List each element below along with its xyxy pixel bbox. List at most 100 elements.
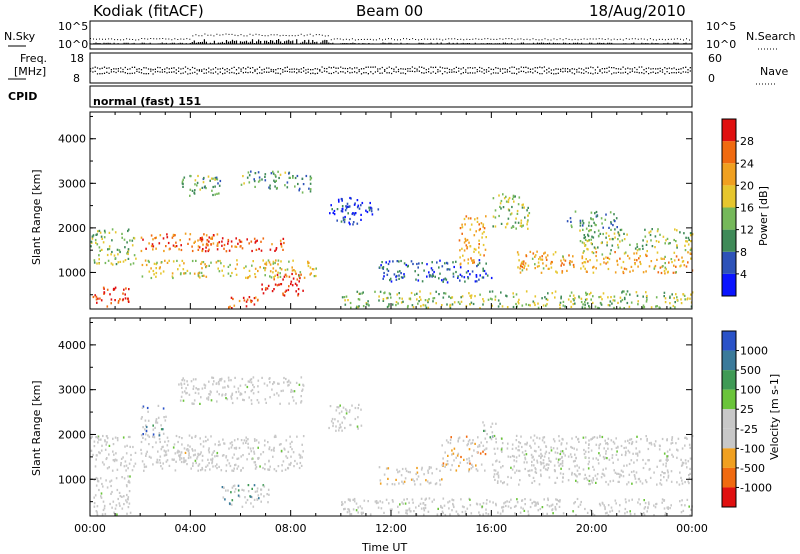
power-cell: [643, 306, 646, 309]
power-cell: [344, 209, 347, 212]
velocity-cell: [299, 461, 302, 465]
velocity-cell: [609, 510, 611, 513]
velocity-cell: [212, 376, 215, 379]
power-cell: [378, 295, 380, 298]
velocity-cell: [560, 450, 562, 453]
power-cell: [585, 270, 588, 273]
power-cell: [267, 284, 270, 287]
velocity-cell: [125, 464, 128, 467]
power-cell: [298, 280, 300, 283]
velocity-cell: [188, 434, 191, 437]
velocity-cell: [524, 456, 526, 459]
velocity-cell: [421, 466, 423, 469]
velocity-cell: [466, 507, 469, 510]
velocity-cell: [374, 500, 377, 503]
velocity-cell: [482, 444, 485, 447]
velocity-cell: [658, 448, 661, 451]
power-cell: [586, 240, 589, 243]
power-cell: [148, 242, 150, 245]
power-cell: [166, 233, 168, 236]
velocity-cell: [554, 481, 556, 484]
velocity-cell: [627, 449, 630, 452]
velocity-cell: [547, 497, 549, 500]
velocity-cell: [644, 462, 647, 465]
velocity-cell: [500, 480, 502, 483]
power-cell: [207, 249, 210, 253]
power-cell: [385, 261, 387, 264]
power-cell: [127, 249, 130, 252]
power-cell: [453, 265, 455, 269]
power-cell: [443, 292, 445, 295]
power-cell: [204, 185, 206, 188]
velocity-cell: [178, 454, 181, 457]
power-region-0: [92, 286, 130, 308]
power-cell: [291, 284, 294, 287]
velocity-cell: [579, 473, 581, 476]
velocity-cell: [497, 511, 499, 514]
velocity-cell: [603, 457, 606, 460]
velocity-cell: [592, 477, 594, 480]
power-cell: [671, 293, 673, 296]
freq-tick-top: 18: [70, 52, 84, 65]
velocity-cell: [665, 479, 668, 482]
power-cell: [648, 265, 651, 268]
power-cell: [686, 298, 688, 301]
velocity-cell: [507, 505, 510, 508]
power-cell: [288, 275, 291, 278]
power-cell: [676, 244, 678, 247]
power-cell: [545, 256, 547, 259]
velocity-cell: [105, 457, 108, 461]
velocity-cell: [559, 458, 561, 461]
velocity-cell: [180, 457, 183, 460]
velocity-cell: [233, 467, 235, 470]
power-cell: [338, 200, 340, 203]
velocity-cell: [100, 492, 103, 495]
power-cell: [459, 266, 462, 269]
power-cell: [601, 222, 603, 225]
velocity-cell: [570, 455, 573, 459]
velocity-cell: [633, 474, 636, 477]
velocity-cell: [141, 406, 144, 409]
velocity-cell: [525, 453, 528, 456]
power-cell: [196, 184, 198, 187]
power-cell: [152, 269, 155, 273]
power-cell: [194, 179, 197, 182]
velocity-cell: [684, 504, 686, 507]
velocity-cell: [229, 442, 232, 445]
xtick-label: 16:00: [475, 522, 507, 535]
velocity-cell: [629, 513, 632, 516]
power-cell: [257, 171, 260, 174]
velocity-cell: [211, 459, 214, 462]
velocity-cell: [441, 510, 444, 513]
velocity-cell: [558, 500, 561, 503]
power-cell: [583, 242, 586, 245]
power-cell: [533, 301, 536, 305]
velocity-cell: [292, 451, 295, 454]
power-cell: [662, 235, 665, 238]
velocity-cell: [547, 498, 549, 502]
velocity-cell: [225, 397, 227, 400]
velocity-cell: [218, 383, 220, 386]
velocity-cell: [121, 476, 123, 479]
velocity-cell: [270, 449, 273, 452]
velocity-cell: [654, 506, 657, 509]
power-cell: [612, 224, 614, 227]
velocity-cell: [483, 429, 486, 433]
power-cell: [626, 290, 629, 293]
velocity-cell: [162, 432, 165, 435]
power-cell: [184, 272, 187, 275]
velocity-cell: [272, 448, 275, 451]
velocity-cell: [356, 425, 359, 428]
velocity-cell: [550, 504, 553, 507]
power-cell: [127, 300, 130, 303]
power-cell: [684, 244, 686, 247]
power-cell: [500, 222, 503, 225]
power-cell: [95, 295, 98, 298]
power-cell: [655, 296, 658, 299]
nave-label: Nave: [760, 65, 789, 78]
power-cell: [273, 288, 275, 291]
velocity-cell: [101, 444, 103, 447]
power-cell: [234, 245, 236, 248]
power-cell: [482, 267, 484, 270]
velocity-cell: [533, 464, 535, 467]
